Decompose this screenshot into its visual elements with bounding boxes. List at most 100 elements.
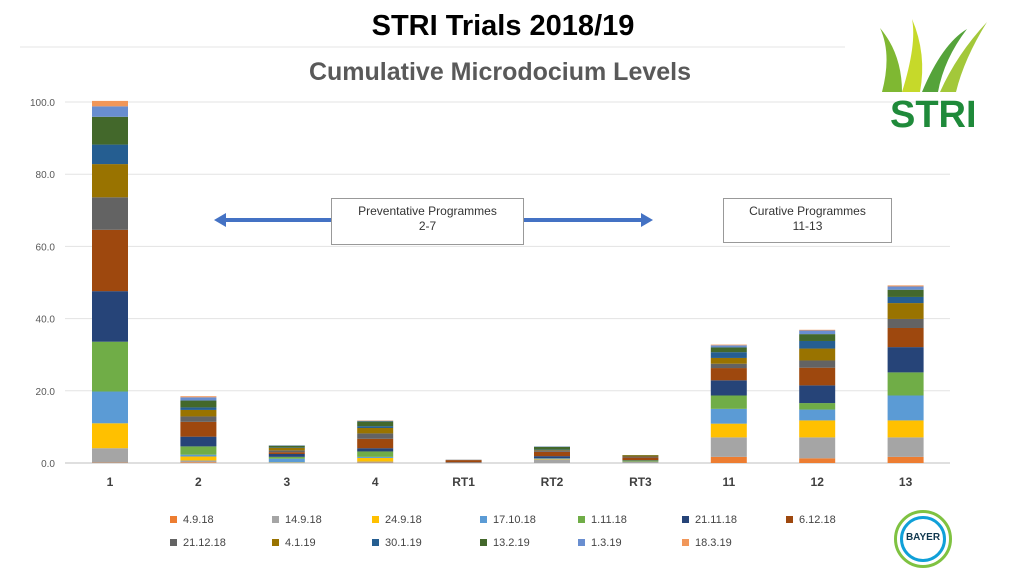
x-tick-label: 3 bbox=[283, 475, 290, 489]
bayer-logo: BAYER bbox=[894, 510, 952, 568]
preventative-label: Preventative Programmes bbox=[358, 204, 497, 218]
bar-segment-30.1.19 bbox=[799, 340, 836, 349]
legend-swatch bbox=[682, 516, 689, 523]
curative-range: 11-13 bbox=[792, 219, 823, 233]
bar-segment-18.3.19 bbox=[887, 285, 924, 287]
y-tick-label: 60.0 bbox=[36, 242, 56, 253]
bar-segment-14.9.18 bbox=[357, 461, 394, 463]
bar-segment-17.10.18 bbox=[887, 395, 924, 421]
bar-segment-17.10.18 bbox=[357, 456, 394, 458]
legend-item-1.3.19: 1.3.19 bbox=[578, 537, 622, 549]
curative-programmes-box: Curative Programmes 11-13 bbox=[723, 198, 892, 243]
bar-segment-13.2.19 bbox=[268, 445, 305, 448]
bar-segment-6.12.18 bbox=[268, 452, 305, 454]
legend-swatch bbox=[480, 516, 487, 523]
bar-segment-4.9.18 bbox=[180, 462, 217, 463]
bar-segment-14.9.18 bbox=[710, 437, 747, 457]
bar-segment-17.10.18 bbox=[799, 409, 836, 421]
legend-label: 13.2.19 bbox=[493, 537, 530, 549]
y-tick-label: 80.0 bbox=[36, 170, 56, 181]
bar-segment-13.2.19 bbox=[534, 446, 570, 450]
bar-segment-4.1.19 bbox=[799, 348, 836, 361]
legend-label: 18.3.19 bbox=[695, 537, 732, 549]
arrow-right-head bbox=[641, 213, 653, 227]
bar-segment-13.2.19 bbox=[799, 334, 836, 341]
x-tick-label: RT2 bbox=[541, 475, 564, 489]
bar-segment-13.2.19 bbox=[357, 421, 394, 427]
bar-segment-1.11.18 bbox=[357, 451, 394, 457]
bar-segment-17.10.18 bbox=[268, 458, 305, 463]
bar-segment-4.1.19 bbox=[622, 455, 659, 457]
bar-segment-6.12.18 bbox=[92, 229, 128, 292]
bar-segment-4.1.19 bbox=[710, 357, 747, 364]
y-tick-label: 100.0 bbox=[30, 98, 55, 109]
bar-segment-14.9.18 bbox=[799, 437, 836, 459]
legend-item-17.10.18: 17.10.18 bbox=[480, 514, 536, 526]
legend-swatch bbox=[578, 539, 585, 546]
bar-segment-30.1.19 bbox=[92, 144, 128, 165]
legend-label: 6.12.18 bbox=[799, 514, 836, 526]
bar-segment-24.9.18 bbox=[799, 420, 836, 438]
legend-swatch bbox=[372, 516, 379, 523]
bar-segment-21.12.18 bbox=[357, 433, 394, 439]
legend-label: 24.9.18 bbox=[385, 514, 422, 526]
bar-segment-21.12.18 bbox=[92, 197, 128, 230]
x-tick-label: 12 bbox=[811, 475, 825, 489]
legend-label: 1.11.18 bbox=[591, 514, 627, 526]
bar-segment-21.12.18 bbox=[622, 456, 659, 458]
bar-segment-13.2.19 bbox=[180, 400, 217, 408]
bar-segment-30.1.19 bbox=[357, 426, 394, 428]
bar-segment-24.9.18 bbox=[180, 456, 217, 461]
main-title: STRI Trials 2018/19 bbox=[371, 10, 635, 42]
bar-segment-1.11.18 bbox=[92, 341, 128, 392]
legend-item-18.3.19: 18.3.19 bbox=[682, 537, 732, 549]
legend-item-21.12.18: 21.12.18 bbox=[170, 537, 226, 549]
curative-label: Curative Programmes bbox=[749, 204, 866, 218]
bar-segment-1.3.19 bbox=[799, 330, 836, 335]
x-tick-label: 4 bbox=[372, 475, 379, 489]
bar-segment-1.11.18 bbox=[799, 403, 836, 410]
bar-segment-24.9.18 bbox=[887, 420, 924, 438]
bar-segment-1.3.19 bbox=[92, 106, 128, 117]
legend-swatch bbox=[682, 539, 689, 546]
legend-label: 14.9.18 bbox=[285, 514, 322, 526]
bar-segment-4.9.18 bbox=[799, 458, 836, 463]
legend-item-1.11.18: 1.11.18 bbox=[578, 514, 627, 526]
legend-item-4.9.18: 4.9.18 bbox=[170, 514, 214, 526]
legend-swatch bbox=[170, 516, 177, 523]
legend-item-24.9.18: 24.9.18 bbox=[372, 514, 422, 526]
preventative-programmes-box: Preventative Programmes 2-7 bbox=[331, 198, 524, 245]
bar-segment-21.11.18 bbox=[710, 380, 747, 396]
bar-segment-30.1.19 bbox=[710, 352, 747, 358]
legend-label: 4.9.18 bbox=[183, 514, 214, 526]
x-tick-label: RT3 bbox=[629, 475, 652, 489]
legend-item-21.11.18: 21.11.18 bbox=[682, 514, 737, 526]
bar-segment-21.12.18 bbox=[180, 416, 217, 422]
bar-segment-6.12.18 bbox=[445, 460, 482, 463]
bar-segment-21.12.18 bbox=[887, 318, 924, 328]
bar-segment-14.9.18 bbox=[622, 461, 659, 463]
bar-segment-21.12.18 bbox=[799, 360, 836, 368]
bar-segment-4.1.19 bbox=[887, 303, 924, 319]
bar-segment-30.1.19 bbox=[180, 407, 217, 410]
bar-segment-1.11.18 bbox=[710, 395, 747, 409]
legend-item-6.12.18: 6.12.18 bbox=[786, 514, 836, 526]
bar-segment-14.9.18 bbox=[534, 459, 570, 463]
bar-segment-21.11.18 bbox=[799, 385, 836, 404]
y-tick-label: 20.0 bbox=[36, 387, 56, 398]
preventative-range: 2-7 bbox=[418, 219, 437, 233]
legend-label: 1.3.19 bbox=[591, 537, 622, 549]
x-tick-label: 11 bbox=[722, 475, 735, 489]
bar-segment-6.12.18 bbox=[799, 367, 836, 386]
bar-segment-4.1.19 bbox=[180, 409, 217, 417]
bar-segment-6.12.18 bbox=[534, 451, 570, 457]
bar-segment-4.1.19 bbox=[92, 164, 128, 198]
x-tick-label: 13 bbox=[899, 475, 913, 489]
legend-swatch bbox=[372, 539, 379, 546]
bar-segment-6.12.18 bbox=[357, 438, 394, 449]
legend-label: 21.11.18 bbox=[695, 514, 738, 526]
bar-segment-1.11.18 bbox=[622, 460, 659, 462]
stri-logo-text: STRI bbox=[890, 94, 977, 136]
bar-segment-21.11.18 bbox=[357, 448, 394, 452]
legend-item-4.1.19: 4.1.19 bbox=[272, 537, 316, 549]
